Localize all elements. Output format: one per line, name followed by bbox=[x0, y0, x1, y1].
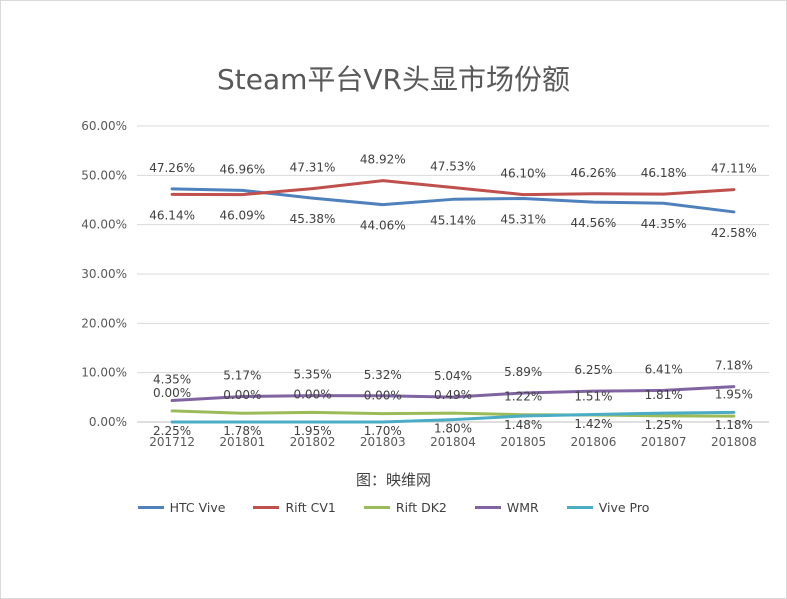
data-label: 0.49% bbox=[434, 388, 472, 402]
y-tick-label: 50.00% bbox=[81, 168, 127, 182]
x-tick-label: 201806 bbox=[571, 435, 617, 449]
legend-label: Rift DK2 bbox=[395, 500, 447, 515]
series-line-vive-pro bbox=[170, 410, 736, 424]
series-line-wmr bbox=[170, 385, 736, 403]
data-label: 46.09% bbox=[219, 209, 265, 223]
legend-item: Vive Pro bbox=[566, 500, 650, 515]
data-label: 47.31% bbox=[290, 161, 336, 175]
legend-label: Rift CV1 bbox=[285, 500, 336, 515]
data-label: 1.70% bbox=[364, 424, 402, 438]
data-label: 6.41% bbox=[645, 362, 683, 376]
data-label: 46.10% bbox=[500, 167, 546, 181]
data-label: 1.81% bbox=[645, 388, 683, 402]
chart-title: Steam平台VR头显市场份额 bbox=[216, 63, 571, 96]
data-label: 46.18% bbox=[641, 166, 687, 180]
data-label: 42.58% bbox=[711, 226, 757, 240]
data-label: 0.00% bbox=[153, 386, 191, 400]
data-label: 1.42% bbox=[574, 417, 612, 431]
legend-item: Rift CV1 bbox=[253, 500, 336, 515]
series-line-rift-cv1 bbox=[170, 179, 736, 197]
data-label: 44.06% bbox=[360, 219, 406, 233]
data-label: 5.04% bbox=[434, 369, 472, 383]
legend-label: Vive Pro bbox=[598, 500, 650, 515]
data-label: 45.14% bbox=[430, 213, 476, 227]
data-label: 47.53% bbox=[430, 160, 476, 174]
legend-item: Rift DK2 bbox=[363, 500, 447, 515]
data-label: 0.00% bbox=[293, 387, 331, 401]
data-label: 5.17% bbox=[223, 368, 261, 382]
data-label: 6.25% bbox=[574, 363, 612, 377]
legend-label: HTC Vive bbox=[169, 500, 226, 515]
data-label: 7.18% bbox=[715, 359, 753, 373]
data-label: 48.92% bbox=[360, 153, 406, 167]
data-label: 45.31% bbox=[500, 212, 546, 226]
data-label: 1.22% bbox=[504, 390, 542, 404]
x-tick-label: 201805 bbox=[500, 435, 546, 449]
data-label: 47.11% bbox=[711, 162, 757, 176]
y-tick-label: 10.00% bbox=[81, 366, 127, 380]
y-tick-label: 40.00% bbox=[81, 218, 127, 232]
data-label: 2.25% bbox=[153, 424, 191, 438]
series-line-rift-dk2 bbox=[170, 409, 736, 418]
chart-legend: HTC Vive Rift CV1 Rift DK2 WMR Vive Pro bbox=[0, 500, 787, 515]
data-label: 46.14% bbox=[149, 208, 195, 222]
data-label: 0.00% bbox=[223, 388, 261, 402]
data-label: 46.26% bbox=[571, 166, 617, 180]
data-label: 1.51% bbox=[574, 390, 612, 404]
legend-swatch bbox=[137, 506, 164, 509]
data-label: 0.00% bbox=[364, 389, 402, 403]
legend-item: HTC Vive bbox=[137, 500, 226, 515]
data-label: 1.95% bbox=[715, 387, 753, 401]
data-label: 45.38% bbox=[290, 212, 336, 226]
data-label: 5.89% bbox=[504, 365, 542, 379]
data-label: 5.35% bbox=[293, 368, 331, 382]
y-tick-label: 0.00% bbox=[89, 415, 127, 429]
y-tick-label: 20.00% bbox=[81, 316, 127, 330]
data-label: 1.80% bbox=[434, 422, 472, 436]
data-label: 1.95% bbox=[293, 424, 331, 438]
data-label: 46.96% bbox=[219, 162, 265, 176]
data-label: 44.56% bbox=[571, 216, 617, 230]
data-label: 1.48% bbox=[504, 418, 542, 432]
x-tick-label: 201804 bbox=[430, 435, 476, 449]
data-label: 4.35% bbox=[153, 373, 191, 387]
chart-source-caption: 图：映维网 bbox=[355, 471, 431, 489]
legend-swatch bbox=[363, 506, 390, 509]
y-tick-label: 60.00% bbox=[81, 119, 127, 133]
data-label: 47.26% bbox=[149, 161, 195, 175]
x-tick-label: 201712 bbox=[149, 435, 195, 449]
legend-label: WMR bbox=[506, 500, 539, 515]
data-label: 5.32% bbox=[364, 368, 402, 382]
legend-swatch bbox=[474, 506, 501, 509]
data-label: 1.25% bbox=[645, 418, 683, 432]
data-label: 1.18% bbox=[715, 418, 753, 432]
data-label: 44.35% bbox=[641, 217, 687, 231]
x-tick-label: 201808 bbox=[711, 435, 757, 449]
x-tick-label: 201803 bbox=[360, 435, 406, 449]
legend-swatch bbox=[566, 506, 593, 509]
legend-item: WMR bbox=[474, 500, 539, 515]
data-label: 1.78% bbox=[223, 424, 261, 438]
x-tick-label: 201802 bbox=[290, 435, 336, 449]
x-tick-label: 201801 bbox=[219, 435, 265, 449]
x-tick-label: 201807 bbox=[641, 435, 687, 449]
y-tick-label: 30.00% bbox=[81, 267, 127, 281]
legend-swatch bbox=[253, 506, 280, 509]
